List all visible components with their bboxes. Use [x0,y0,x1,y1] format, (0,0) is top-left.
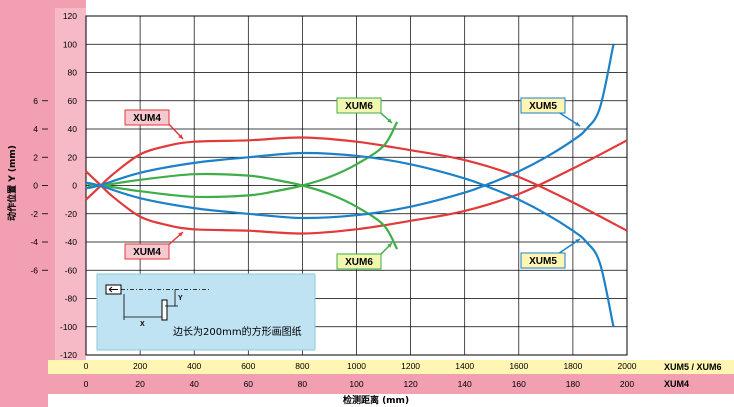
callout-xum5: XUM5 [520,238,581,269]
y-tick-label: 80 [68,68,78,78]
x-axis-label-xum56: XUM5 / XUM6 [664,362,722,372]
inset-caption: 边长为200mm的方形画图纸 [173,325,302,338]
labels-layer: XUM4 XUM4 XUM6 XUM6 XUM5 XUM5 [124,97,581,270]
y-tick-label-xum4: -6 [30,265,38,275]
y-tick-label-xum4: 2 [33,152,38,162]
callout-label: XUM5 [529,256,557,267]
callout-box [336,253,382,270]
callout-box [520,252,566,269]
callout-box [124,243,170,260]
x-tick-label-xum56: 1600 [509,361,528,371]
x-tick-label-xum4: 120 [404,379,418,389]
x-tick-label-xum56: 1400 [455,361,474,371]
x-tick-label-xum4: 60 [244,379,254,389]
y-tick-band-inner [55,8,86,360]
x-tick-label-xum56: 200 [133,361,147,371]
callout-box [124,109,170,126]
bottom-pink-band [48,374,734,394]
x-tick-label-xum56: 0 [84,361,89,371]
series-line-xum6-2 [85,121,399,199]
y-tick-label: 120 [63,11,77,21]
y-tick-label-xum4: -4 [30,237,38,247]
y-tick-label: 100 [63,39,77,49]
y-tick-label: 40 [68,124,78,134]
y-tick-label: 20 [68,152,78,162]
y-tick-label: -80 [65,294,78,304]
x-tick-label-xum4: 0 [84,379,89,389]
callout-box [520,97,566,114]
y-tick-label: -120 [60,350,77,360]
x-tick-label-xum4: 200 [620,379,634,389]
y-tick-label: -40 [65,237,78,247]
series-layer [85,44,628,328]
callout-label: XUM5 [529,101,557,112]
series-line-xum5-5 [85,44,615,220]
callout-xum6: XUM6 [336,97,393,124]
callout-arrowhead [387,118,392,123]
bottom-yellow-band [48,360,734,374]
y-tick-label-xum4: 6 [33,96,38,106]
x-axis-title: 检测距离 (mm) [343,394,409,406]
series-line-xum4-0 [85,136,628,232]
x-tick-label-xum4: 180 [566,379,580,389]
x-tick-label-xum4: 40 [189,379,199,389]
callout-label: XUM6 [345,101,373,112]
callout-arrowhead [178,134,183,139]
x-tick-label-xum56: 1800 [563,361,582,371]
y-tick-label: 60 [68,96,78,106]
callout-arrowhead [575,239,580,244]
callout-xum6: XUM6 [336,242,393,270]
x-tick-label-xum4: 80 [298,379,308,389]
inset-x-label: X [140,321,145,328]
callout-arrowhead [178,232,183,237]
inset-background [96,273,316,351]
callout-arrowhead [387,243,392,248]
sensor-arrow-icon [108,286,118,293]
callout-box [336,97,382,114]
callout-xum4: XUM4 [124,109,184,140]
x-tick-label-xum4: 20 [135,379,145,389]
y-tick-label: 0 [72,181,77,191]
series-line-xum6-3 [85,172,399,250]
x-tick-label-xum56: 400 [187,361,201,371]
inset-diagram: X Y 边长为200mm的方形画图纸 [96,273,316,351]
y-tick-label-xum4: 0 [33,181,38,191]
callout-xum5: XUM5 [520,97,581,127]
y-tick-label: -60 [65,265,78,275]
y-axis-title: 动作位置 Y (mm) [6,145,18,221]
x-tick-label-xum56: 600 [241,361,255,371]
y-tick-label: -100 [60,322,77,332]
ticks-layer: 120100806040200-20-40-60-80-100-1206420-… [30,11,636,389]
series-line-xum5-4 [85,151,615,328]
x-tick-label-xum4: 160 [512,379,526,389]
y-tick-label-xum4: -2 [30,209,38,219]
x-axis-label-xum4: XUM4 [664,379,689,389]
x-tick-label-xum4: 100 [349,379,363,389]
y-tick-label: -20 [65,209,78,219]
x-tick-label-xum56: 1200 [401,361,420,371]
series-line-xum4-1 [85,139,628,235]
x-tick-label-xum56: 800 [295,361,309,371]
x-tick-label-xum4: 140 [458,379,472,389]
x-tick-label-xum56: 1000 [347,361,366,371]
callout-arrowhead [575,121,580,126]
callout-label: XUM4 [133,247,161,258]
inset-y-label: Y [178,295,183,302]
callout-label: XUM6 [345,257,373,268]
y-tick-label-xum4: 4 [33,124,38,134]
target-plate [161,299,168,321]
left-pink-band [0,0,48,407]
x-tick-label-xum56: 2000 [618,361,637,371]
callout-xum4: XUM4 [124,231,184,260]
callout-label: XUM4 [133,113,161,124]
